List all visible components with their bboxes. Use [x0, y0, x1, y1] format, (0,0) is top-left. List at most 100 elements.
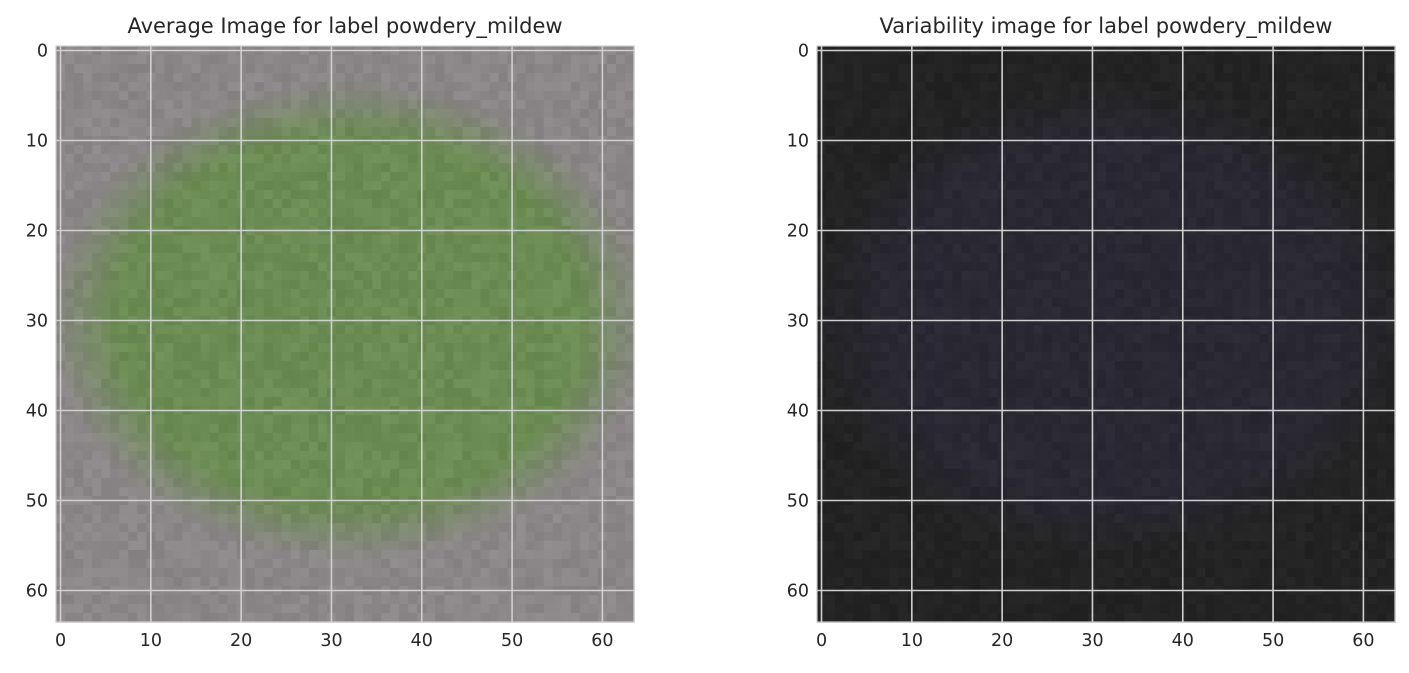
image-pixel	[606, 559, 617, 569]
image-pixel	[615, 370, 626, 380]
image-pixel	[498, 415, 509, 425]
image-pixel	[335, 388, 346, 398]
image-pixel	[615, 361, 626, 371]
image-pixel	[1304, 82, 1315, 92]
image-pixel	[173, 388, 184, 398]
image-pixel	[272, 118, 283, 128]
image-pixel	[1286, 100, 1297, 110]
image-pixel	[83, 613, 93, 623]
image-pixel	[579, 541, 590, 551]
image-pixel	[345, 343, 355, 353]
image-pixel	[453, 325, 464, 335]
image-pixel	[1304, 100, 1315, 110]
image-pixel	[1115, 82, 1125, 92]
image-pixel	[516, 253, 527, 263]
image-pixel	[862, 82, 872, 92]
image-pixel	[889, 163, 899, 173]
image-pixel	[245, 469, 256, 479]
image-pixel	[1232, 118, 1243, 128]
image-pixel	[525, 91, 536, 101]
image-pixel	[218, 577, 229, 587]
image-pixel	[155, 271, 165, 281]
image-pixel	[354, 613, 364, 623]
image-pixel	[516, 82, 527, 92]
image-pixel	[335, 370, 346, 380]
image-pixel	[74, 343, 84, 353]
image-pixel	[952, 73, 963, 83]
image-pixel	[1015, 55, 1026, 65]
image-pixel	[137, 253, 147, 263]
image-pixel	[480, 595, 491, 605]
image-pixel	[444, 433, 454, 443]
image-pixel	[101, 154, 111, 164]
image-pixel	[155, 532, 165, 542]
image-pixel	[164, 532, 175, 542]
image-pixel	[561, 352, 572, 362]
image-pixel	[92, 487, 102, 497]
image-pixel	[399, 307, 409, 317]
image-pixel	[435, 154, 445, 164]
image-pixel	[227, 595, 238, 605]
image-pixel	[74, 550, 84, 560]
image-pixel	[381, 523, 391, 533]
image-pixel	[489, 514, 500, 524]
image-pixel	[480, 352, 491, 362]
image-pixel	[65, 307, 75, 317]
image-pixel	[101, 325, 111, 335]
image-pixel	[272, 307, 283, 317]
image-pixel	[363, 118, 373, 128]
image-pixel	[844, 127, 854, 137]
image-pixel	[92, 244, 102, 254]
image-pixel	[570, 424, 581, 434]
image-pixel	[453, 262, 464, 272]
image-pixel	[579, 307, 590, 317]
image-pixel	[381, 505, 391, 515]
image-pixel	[74, 397, 84, 407]
image-pixel	[209, 334, 220, 344]
image-pixel	[399, 460, 409, 470]
image-pixel	[74, 595, 84, 605]
image-pixel	[615, 289, 626, 299]
image-pixel	[308, 478, 319, 488]
image-pixel	[299, 235, 310, 245]
image-pixel	[534, 451, 545, 461]
image-pixel	[1349, 73, 1360, 83]
image-pixel	[92, 379, 102, 389]
image-pixel	[435, 532, 445, 542]
image-pixel	[1151, 154, 1161, 164]
image-pixel	[390, 334, 400, 344]
image-pixel	[74, 73, 84, 83]
image-pixel	[299, 460, 310, 470]
image-pixel	[489, 244, 500, 254]
image-pixel	[426, 415, 436, 425]
image-pixel	[372, 325, 382, 335]
image-pixel	[155, 307, 165, 317]
image-pixel	[390, 82, 400, 92]
image-pixel	[390, 613, 400, 623]
image-pixel	[552, 460, 563, 470]
image-pixel	[1169, 64, 1179, 74]
image-pixel	[453, 253, 464, 263]
image-pixel	[525, 343, 536, 353]
image-pixel	[1214, 64, 1225, 74]
image-pixel	[1069, 82, 1080, 92]
image-pixel	[426, 172, 436, 182]
image-pixel	[624, 514, 635, 524]
image-pixel	[164, 280, 175, 290]
image-pixel	[227, 469, 238, 479]
image-pixel	[209, 262, 220, 272]
image-pixel	[471, 271, 482, 281]
image-pixel	[128, 262, 138, 272]
image-pixel	[372, 73, 382, 83]
image-pixel	[1331, 55, 1342, 65]
image-pixel	[345, 154, 355, 164]
image-pixel	[579, 73, 590, 83]
image-pixel	[272, 487, 283, 497]
image-pixel	[390, 361, 400, 371]
average-image	[56, 46, 635, 623]
image-pixel	[281, 550, 292, 560]
image-pixel	[363, 352, 373, 362]
image-pixel	[408, 217, 418, 227]
image-pixel	[65, 73, 75, 83]
image-pixel	[606, 415, 617, 425]
